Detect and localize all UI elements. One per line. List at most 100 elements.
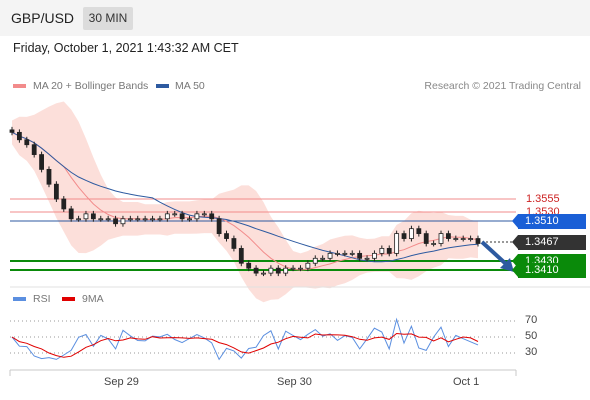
- rsi-lines: [11, 317, 479, 361]
- candle: [268, 265, 274, 277]
- candle: [409, 225, 414, 242]
- candle-body: [157, 218, 163, 221]
- copyright-text: Research © 2021 Trading Central: [424, 80, 581, 92]
- candle: [431, 240, 437, 247]
- header-bar: GBP/USD 30 MIN: [0, 0, 590, 36]
- candle: [320, 255, 326, 262]
- candle-body: [142, 218, 148, 221]
- candle: [135, 215, 141, 222]
- level-label-1.3555: 1.3555: [526, 193, 560, 205]
- candle-body: [16, 131, 22, 141]
- candle-body: [364, 257, 370, 260]
- candle: [46, 166, 52, 188]
- candle-body: [460, 238, 466, 240]
- candle-body: [120, 218, 126, 225]
- candle-body: [342, 252, 348, 255]
- candle-body: [24, 139, 30, 146]
- forecast-arrow: [480, 240, 514, 272]
- rsi-legend-label: RSI: [33, 293, 51, 305]
- candle-body: [172, 213, 178, 216]
- candle: [342, 250, 348, 257]
- candle: [238, 245, 244, 267]
- candle: [164, 210, 170, 222]
- candle-body: [46, 168, 52, 185]
- candle-body: [53, 183, 59, 200]
- candle-body: [231, 238, 237, 249]
- candle: [83, 210, 89, 222]
- rsi-legend-swatch: [13, 297, 26, 301]
- candle-body: [68, 208, 74, 220]
- ma20-line: [11, 131, 479, 271]
- candle: [120, 215, 126, 227]
- candle: [372, 250, 377, 262]
- candle-body: [261, 272, 266, 275]
- candle: [201, 210, 207, 217]
- candle-body: [127, 218, 133, 221]
- candle-body: [105, 218, 111, 221]
- candle: [113, 215, 118, 227]
- candle: [446, 230, 451, 242]
- candle: [90, 210, 96, 222]
- candle-body: [431, 243, 437, 245]
- candle: [349, 250, 355, 257]
- candle: [401, 230, 407, 242]
- candle: [194, 210, 200, 222]
- candle-body: [290, 267, 296, 270]
- rsi-tick-50: 50: [525, 330, 538, 342]
- candle: [475, 235, 481, 247]
- ma9-legend-swatch: [62, 297, 75, 301]
- candle-body: [468, 238, 474, 240]
- candle-body: [335, 252, 340, 255]
- rsi-tick-70: 70: [525, 314, 538, 326]
- candle: [39, 151, 44, 173]
- candle: [9, 126, 15, 136]
- candle-body: [268, 267, 274, 274]
- candle: [76, 215, 81, 222]
- candle-body: [275, 267, 281, 274]
- candle: [187, 215, 192, 222]
- rsi-tick-30: 30: [525, 346, 538, 358]
- candle: [31, 141, 37, 158]
- support-2-tag: 1.3410: [512, 263, 586, 278]
- candle: [460, 235, 466, 242]
- moving-averages: [11, 131, 479, 271]
- candle: [231, 235, 237, 252]
- candle: [150, 215, 155, 222]
- candle-body: [164, 213, 170, 220]
- candle-body: [135, 218, 141, 221]
- candle-body: [31, 144, 37, 155]
- candle-body: [253, 267, 259, 274]
- candle: [327, 250, 333, 262]
- candle-body: [39, 154, 44, 170]
- candle: [453, 235, 459, 242]
- ma20-legend-swatch: [13, 84, 26, 88]
- candle-body: [423, 233, 429, 244]
- candle: [298, 265, 303, 272]
- candles: [9, 126, 481, 277]
- candle-body: [113, 218, 118, 225]
- candle-body: [372, 252, 377, 259]
- candle-body: [401, 233, 407, 239]
- ma20-legend-label: MA 20 + Bollinger Bands: [33, 80, 149, 92]
- x-label-oct1: Oct 1: [453, 376, 480, 388]
- interval-button[interactable]: 30 MIN: [83, 7, 133, 30]
- candle: [394, 230, 400, 257]
- candle: [416, 225, 422, 237]
- candle-body: [83, 213, 89, 220]
- candle-body: [446, 233, 451, 239]
- candle: [423, 230, 429, 247]
- candle-body: [150, 218, 155, 221]
- candle: [172, 210, 178, 217]
- chart-datetime: Friday, October 1, 2021 1:43:32 AM CET: [13, 41, 239, 55]
- candle-body: [305, 262, 311, 269]
- bollinger-band: [12, 101, 478, 303]
- candle-body: [224, 233, 229, 239]
- candle: [275, 265, 281, 277]
- x-label-sep29: Sep 29: [104, 376, 139, 388]
- candle-body: [327, 252, 333, 259]
- candle: [105, 215, 111, 222]
- candle-body: [9, 129, 15, 133]
- candle-body: [475, 238, 481, 244]
- candle-body: [283, 267, 289, 274]
